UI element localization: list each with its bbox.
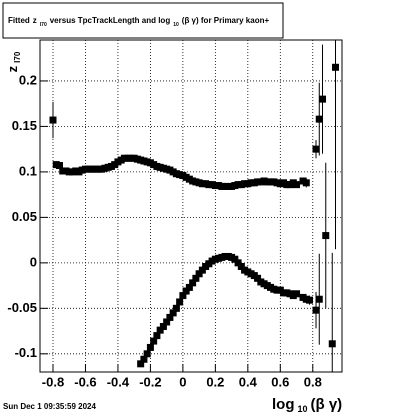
y-tick-label: -0.1 (15, 345, 37, 360)
marker (49, 116, 57, 124)
marker (237, 262, 245, 270)
text-part: versus TpcTrackLength and log (50, 16, 171, 25)
marker (328, 340, 336, 348)
marker (185, 283, 193, 291)
y-tick-label: -0.05 (7, 300, 37, 315)
marker (319, 95, 327, 103)
marker (312, 145, 320, 153)
text-part: I70 (40, 22, 47, 28)
marker (140, 355, 148, 363)
marker (150, 337, 158, 345)
y-tick-label: 0.1 (19, 163, 37, 178)
marker (312, 306, 320, 314)
y-axis-label: z I70 (5, 51, 22, 72)
marker (159, 323, 167, 331)
text-part: 10 (298, 404, 308, 414)
marker (254, 274, 262, 282)
y-tick-label: 0.2 (19, 72, 37, 87)
marker (293, 290, 301, 298)
marker (169, 309, 177, 317)
x-tick-label: -0.6 (74, 374, 96, 389)
marker (322, 232, 330, 240)
marker (189, 279, 197, 287)
footer: Sun Dec 1 09:35:59 2024 (3, 402, 96, 411)
text-part: (β γ) (311, 396, 343, 413)
x-axis-label: log 10 (β γ) (272, 396, 342, 414)
marker (234, 259, 242, 267)
marker (143, 350, 151, 358)
text-part: z (5, 65, 20, 72)
marker (198, 266, 206, 274)
text-part: I70 (13, 51, 22, 63)
chart-title: Fitted z I70 versus TpcTrackLength and log 1… (8, 16, 269, 28)
x-tick-label: -0.2 (139, 374, 161, 389)
marker (146, 343, 154, 351)
x-tick-label: 0 (179, 374, 186, 389)
marker (55, 162, 63, 170)
marker (306, 296, 314, 304)
marker (172, 304, 180, 312)
marker (153, 332, 161, 340)
x-tick-label: 0.4 (239, 374, 258, 389)
text-part: 10 (173, 22, 179, 28)
marker (293, 181, 301, 189)
marker (332, 63, 340, 71)
marker (182, 287, 190, 295)
marker (192, 274, 200, 282)
marker (163, 318, 171, 326)
marker (179, 292, 187, 300)
x-tick-label: 0.8 (304, 374, 322, 389)
plot-frame (39, 39, 343, 373)
x-tick-label: -0.8 (42, 374, 64, 389)
text-part: log (272, 396, 295, 413)
x-tick-label: 0.2 (206, 374, 224, 389)
text-part: z (33, 16, 37, 25)
marker (156, 326, 164, 334)
y-tick-label: 0 (30, 254, 37, 269)
marker (195, 270, 203, 278)
y-tick-label: 0.05 (12, 209, 37, 224)
y-tick-label: 0.15 (12, 118, 37, 133)
marker (176, 298, 184, 306)
text-part: Fitted (8, 16, 30, 25)
x-tick-label: 0.6 (271, 374, 289, 389)
marker (137, 360, 145, 368)
marker (302, 179, 310, 187)
marker (166, 313, 174, 321)
marker (315, 115, 323, 123)
marker (231, 255, 239, 263)
title-box (2, 2, 284, 39)
marker (315, 295, 323, 303)
text-part: (β γ) for Primary kaon+ (182, 16, 270, 25)
x-tick-label: -0.4 (107, 374, 130, 389)
